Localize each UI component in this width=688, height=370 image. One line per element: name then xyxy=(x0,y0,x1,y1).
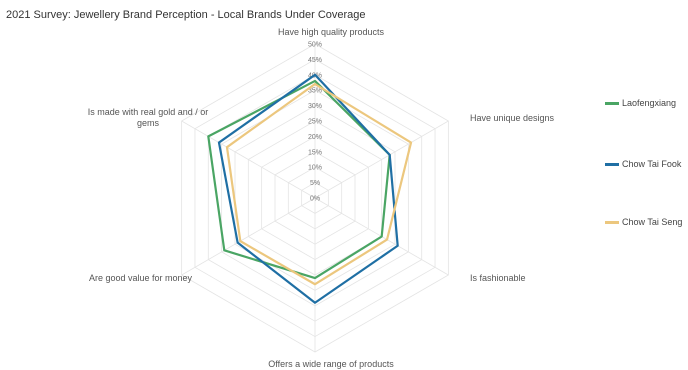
radar-series xyxy=(207,73,413,304)
legend-label: Chow Tai Seng xyxy=(622,217,683,227)
axis-spoke xyxy=(181,120,316,199)
tick-label: 30% xyxy=(308,103,322,110)
tick-label: 50% xyxy=(308,42,322,49)
axis-spoke xyxy=(181,197,316,276)
axis-labels: Have high quality products Have unique de… xyxy=(88,27,555,369)
axis-label: Are good value for money xyxy=(89,273,193,283)
tick-label: 0% xyxy=(310,196,320,203)
radar-spokes xyxy=(181,44,449,352)
tick-label: 10% xyxy=(308,165,322,172)
chart-title: 2021 Survey: Jewellery Brand Perception … xyxy=(6,9,366,21)
legend-item-laofengxiang[interactable]: Laofengxiang xyxy=(605,98,676,108)
series-line-laofengxiang[interactable] xyxy=(207,79,391,280)
legend-swatch xyxy=(605,162,619,166)
axis-label: Have high quality products xyxy=(278,27,385,37)
tick-label: 35% xyxy=(308,88,322,95)
series-line-chow-tai-seng[interactable] xyxy=(225,82,413,286)
axis-label: Is fashionable xyxy=(470,273,526,283)
axis-label: Is made with real gold and / or gems xyxy=(88,107,209,128)
tick-label: 15% xyxy=(308,149,322,156)
tick-label: 45% xyxy=(308,57,322,64)
legend-label: Laofengxiang xyxy=(622,98,677,108)
tick-label: 20% xyxy=(308,134,322,141)
legend-item-chow-tai-fook[interactable]: Chow Tai Fook xyxy=(605,159,681,169)
axis-label: Offers a wide range of products xyxy=(268,359,394,369)
legend-swatch xyxy=(605,101,619,105)
legend-item-chow-tai-seng[interactable]: Chow Tai Seng xyxy=(605,217,682,227)
axis-spoke xyxy=(314,120,449,199)
legend-swatch xyxy=(605,220,619,224)
legend-label: Chow Tai Fook xyxy=(622,159,682,169)
legend: Laofengxiang Chow Tai Fook Chow Tai Seng xyxy=(605,0,688,370)
tick-label: 25% xyxy=(308,119,322,126)
series-line-chow-tai-fook[interactable] xyxy=(217,73,399,304)
axis-label: Have unique designs xyxy=(470,113,555,123)
tick-label: 5% xyxy=(310,180,320,187)
